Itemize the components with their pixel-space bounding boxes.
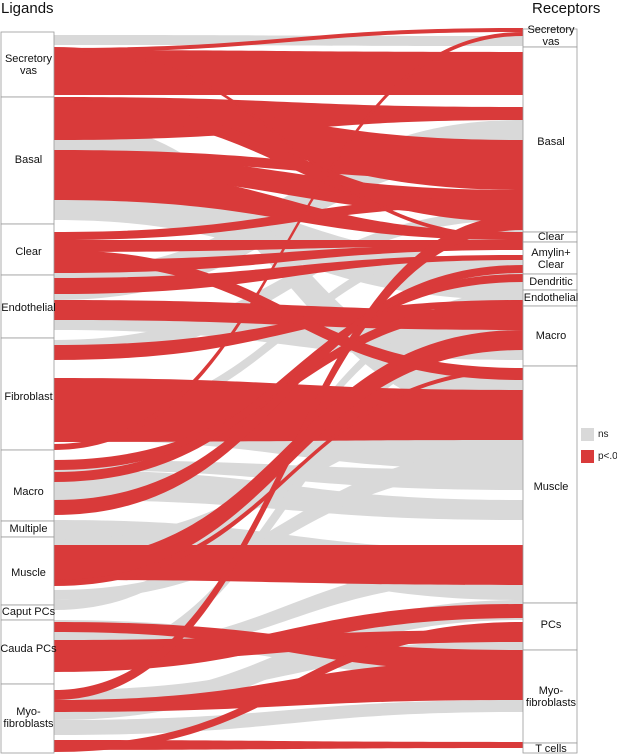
ligand-label-mus-line: Muscle (11, 567, 46, 579)
ligand-label-mul-line: Multiple (9, 523, 48, 535)
ligand-label-mus: Muscle (0, 567, 64, 579)
receptor-label-rbas-line: Basal (537, 136, 565, 148)
receptor-label-rmus: Muscle (516, 481, 586, 493)
flow-significant (54, 274, 523, 482)
receptor-label-rden-line: Dendritic (529, 276, 573, 288)
flows-significant (54, 28, 523, 752)
flow-ns (54, 560, 523, 660)
receptor-label-rmyo-line: fibroblasts (525, 697, 577, 709)
node-box (0, 337, 55, 451)
ligand-label-clr: Clear (0, 246, 64, 258)
flow-significant (54, 250, 523, 380)
legend-item-ns: ns (581, 425, 617, 443)
flow-ns (54, 400, 523, 560)
legend: ns p<.01 (581, 425, 617, 469)
receptor-label-rmac: Macro (516, 330, 586, 342)
flow-significant (54, 215, 523, 700)
receptor-label-rbas: Basal (516, 136, 586, 148)
receptor-label-rmac-line: Macro (535, 330, 567, 342)
flow-significant-thin (54, 32, 523, 450)
flow-significant (54, 255, 523, 294)
flow-significant (54, 168, 523, 240)
receptor-label-rsv: Secretory vas (516, 24, 586, 48)
flow-ns (54, 600, 523, 720)
receptor-label-ramy: Amylin+ Clear (516, 247, 586, 271)
flow-significant-thin (54, 47, 523, 240)
ligand-label-bas-line: Basal (14, 154, 43, 166)
receptor-label-rclr: Clear (516, 231, 586, 243)
receptor-label-rtc-line: T cells (535, 743, 567, 755)
node-boxes (0, 28, 578, 754)
node-box (0, 683, 55, 754)
flow-significant (54, 100, 523, 222)
ligand-label-mac: Macro (0, 486, 64, 498)
ligand-label-myo-line: fibroblasts (3, 718, 54, 730)
receptor-label-rpc: PCs (516, 619, 586, 631)
flow-ns (54, 320, 523, 670)
flow-ns (54, 700, 523, 735)
node-box (0, 274, 55, 339)
flow-significant (54, 50, 523, 95)
node-box (522, 305, 578, 367)
receptors-axis-title: Receptors (532, 0, 601, 17)
receptor-label-rtc: T cells (516, 743, 586, 755)
ligands-axis-title: Ligands (1, 0, 54, 17)
ligand-label-cap-line: Caput PCs (1, 606, 56, 618)
receptor-label-rmyo: Myo-fibroblasts (516, 685, 586, 709)
ligand-label-myo: Myo-fibroblasts (0, 706, 64, 730)
node-box (522, 365, 578, 604)
ligand-label-fib-line: Fibroblast (4, 391, 53, 403)
flow-significant (54, 740, 523, 750)
ligand-label-cap: Caput PCs (0, 606, 64, 618)
ligand-label-cau-line: Cauda PCs (0, 643, 57, 655)
receptor-label-ramy-line: Amylin+ (531, 247, 571, 259)
flow-significant (54, 265, 523, 515)
receptor-label-rden: Dendritic (516, 276, 586, 288)
receptor-label-ramy-line: Clear (537, 259, 565, 271)
node-box (522, 742, 578, 754)
receptor-label-rpc-line: PCs (540, 619, 562, 631)
legend-swatch-ns (581, 427, 594, 441)
ligand-label-clr-line: Clear (15, 246, 42, 258)
ligand-label-sv-line: vas (19, 65, 38, 77)
node-box (0, 31, 55, 98)
receptor-label-rendo: Endothelial (516, 292, 586, 304)
ligand-label-myo-line: Myo- (16, 706, 41, 718)
receptor-label-rsv-line: Secretory (527, 24, 575, 36)
legend-label-ns: ns (598, 428, 609, 440)
node-box (522, 46, 578, 233)
ligand-label-mul: Multiple (0, 523, 64, 535)
flow-significant-thin (54, 28, 523, 52)
receptor-label-rendo-line: Endothelial (523, 292, 579, 304)
receptor-label-rmus-line: Muscle (533, 481, 569, 493)
receptor-label-rsv-line: vas (542, 36, 560, 48)
flow-significant (54, 622, 523, 752)
ligand-label-sv: Secretory vas (0, 53, 64, 77)
ligand-label-endo: Endothelial (0, 302, 64, 314)
legend-label-sig: p<.01 (598, 450, 617, 462)
ligand-label-cau: Cauda PCs (0, 643, 64, 655)
node-box (522, 241, 578, 275)
flow-ns (54, 450, 523, 600)
flow-significant (54, 300, 523, 360)
flow-significant-thin (54, 368, 523, 586)
ligand-label-bas: Basal (0, 154, 64, 166)
node-box (0, 619, 55, 685)
node-box (0, 223, 55, 276)
ligand-label-fib: Fibroblast (0, 391, 64, 403)
flow-significant (54, 240, 523, 252)
ligand-label-sv-line: Secretory (4, 53, 53, 65)
legend-item-sig: p<.01 (581, 447, 617, 465)
receptor-label-rclr-line: Clear (537, 231, 565, 243)
legend-swatch-sig (581, 449, 594, 463)
receptor-label-rmyo-line: Myo- (538, 685, 564, 697)
ligand-label-endo-line: Endothelial (1, 302, 56, 314)
flow-significant (54, 604, 523, 672)
node-box (0, 536, 55, 606)
ligand-label-mac-line: Macro (13, 486, 44, 498)
node-box (0, 449, 55, 522)
